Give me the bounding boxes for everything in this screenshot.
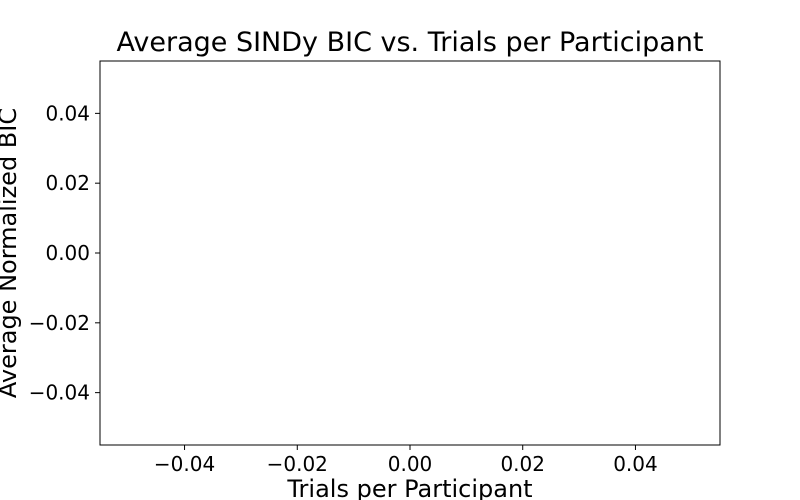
y-tick-label: −0.02	[29, 311, 90, 335]
x-tick-label: −0.04	[154, 452, 215, 476]
x-tick-label: 0.04	[613, 452, 658, 476]
y-tick-label: 0.00	[45, 241, 90, 265]
y-axis: 0.04 0.02 0.00 −0.02 −0.04	[29, 101, 100, 405]
x-tick-label: 0.02	[500, 452, 545, 476]
y-tick-label: 0.04	[45, 101, 90, 125]
x-tick-label: 0.00	[388, 452, 433, 476]
y-tick-label: 0.02	[45, 171, 90, 195]
chart-title: Average SINDy BIC vs. Trials per Partici…	[116, 27, 703, 58]
x-tick-label: −0.02	[267, 452, 328, 476]
plot-area	[99, 60, 721, 446]
x-axis: −0.04 −0.02 0.00 0.02 0.04	[154, 445, 658, 476]
x-axis-label: Trials per Participant	[286, 475, 532, 500]
y-axis-label: Average Normalized BIC	[0, 108, 22, 398]
y-tick-label: −0.04	[29, 381, 90, 405]
